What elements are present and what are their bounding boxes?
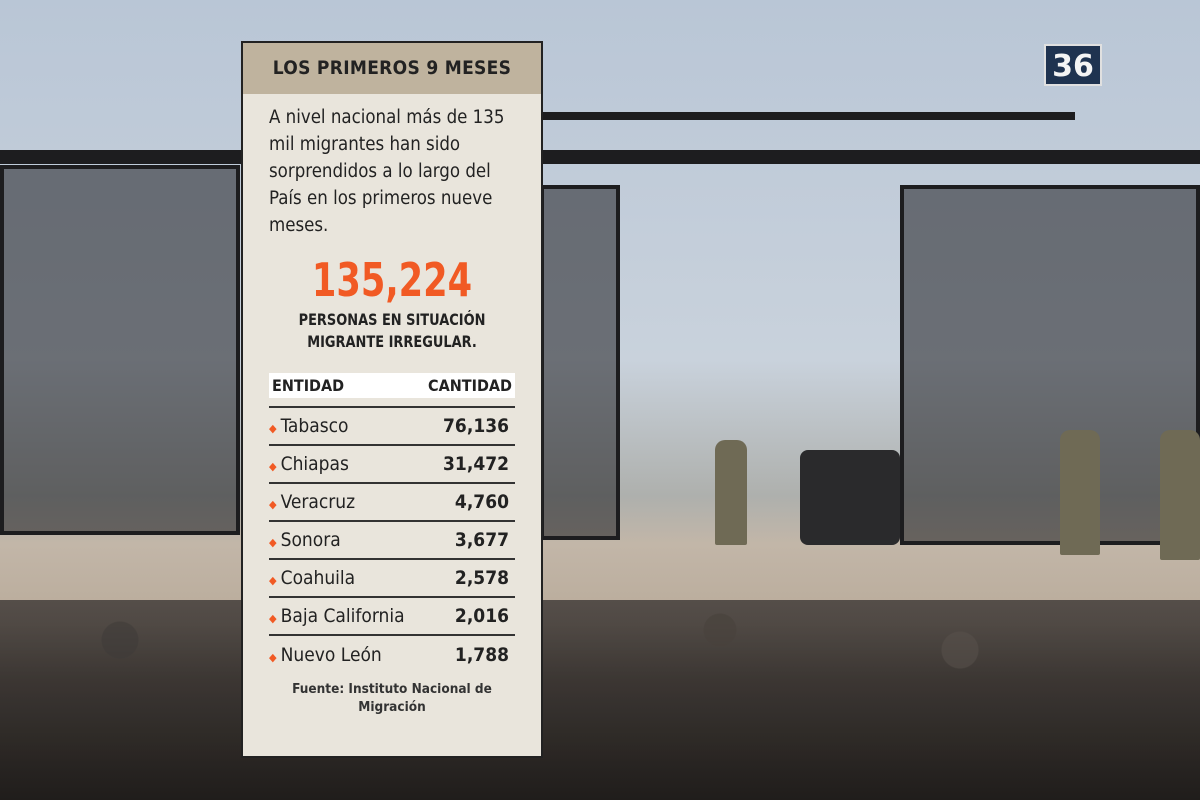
- soldier: [715, 440, 747, 545]
- entidad-name: Coahuila: [280, 567, 356, 589]
- diamond-bullet-icon: ◆: [269, 612, 277, 625]
- table-row: ◆ Chiapas 31,472: [269, 446, 515, 484]
- diamond-bullet-icon: ◆: [269, 574, 277, 587]
- table-row: ◆ Tabasco 76,136: [269, 408, 515, 446]
- entidad-cell: ◆ Sonora: [269, 529, 341, 551]
- cantidad-cell: 3,677: [454, 529, 509, 551]
- crowd: [0, 600, 1200, 800]
- vehicle: [800, 450, 900, 545]
- table-row: ◆ Baja California 2,016: [269, 598, 515, 636]
- border-fence-left: [0, 165, 240, 535]
- soldier: [1060, 430, 1100, 555]
- entidad-name: Nuevo León: [280, 644, 382, 666]
- fence-beam: [0, 150, 1200, 164]
- entidad-name: Baja California: [280, 605, 405, 627]
- entidad-name: Tabasco: [280, 415, 349, 437]
- table-row: ◆ Nuevo León 1,788: [269, 636, 515, 674]
- entidad-cell: ◆ Nuevo León: [269, 644, 382, 666]
- entidad-name: Veracruz: [280, 491, 356, 513]
- table-row: ◆ Veracruz 4,760: [269, 484, 515, 522]
- entidad-cell: ◆ Veracruz: [269, 491, 355, 513]
- diamond-bullet-icon: ◆: [269, 651, 277, 664]
- cantidad-cell: 2,578: [454, 567, 509, 589]
- intro-text: A nivel nacional más de 135 mil migrante…: [269, 107, 505, 236]
- infographic-title: LOS PRIMEROS 9 MESES: [243, 43, 541, 94]
- gate-top-beam: [540, 112, 1075, 120]
- diamond-bullet-icon: ◆: [269, 536, 277, 549]
- diamond-bullet-icon: ◆: [269, 498, 277, 511]
- entidad-name: Chiapas: [280, 453, 349, 475]
- table-header: ENTIDAD CANTIDAD: [269, 373, 515, 398]
- column-header-entidad: ENTIDAD: [272, 376, 345, 395]
- column-header-cantidad: CANTIDAD: [428, 376, 512, 395]
- entidad-name: Sonora: [280, 529, 341, 551]
- total-figure: 135,224: [311, 253, 473, 307]
- cantidad-cell: 76,136: [443, 415, 509, 437]
- border-fence-right: [900, 185, 1200, 545]
- source-note: Fuente: Instituto Nacional de Migración: [292, 681, 492, 715]
- table-row: ◆ Coahuila 2,578: [269, 560, 515, 598]
- diamond-bullet-icon: ◆: [269, 422, 277, 435]
- infographic-panel: LOS PRIMEROS 9 MESES A nivel nacional má…: [241, 41, 543, 758]
- entidad-cell: ◆ Coahuila: [269, 567, 355, 589]
- cantidad-cell: 2,016: [454, 605, 509, 627]
- table-row: ◆ Sonora 3,677: [269, 522, 515, 560]
- total-label: PERSONAS EN SITUACIÓN MIGRANTE IRREGULAR…: [298, 310, 486, 351]
- fence-number-sign: 36: [1044, 44, 1102, 86]
- cantidad-cell: 1,788: [454, 644, 509, 666]
- soldier: [1160, 430, 1200, 560]
- entidad-cell: ◆ Baja California: [269, 605, 405, 627]
- cantidad-cell: 4,760: [454, 491, 509, 513]
- cantidad-cell: 31,472: [443, 453, 509, 475]
- border-fence-gate-left: [540, 185, 620, 540]
- diamond-bullet-icon: ◆: [269, 460, 277, 473]
- entidad-cell: ◆ Tabasco: [269, 415, 348, 437]
- entidad-cell: ◆ Chiapas: [269, 453, 349, 475]
- table-body: ◆ Tabasco 76,136 ◆ Chiapas 31,472 ◆ Veracruz 4,7…: [269, 406, 515, 674]
